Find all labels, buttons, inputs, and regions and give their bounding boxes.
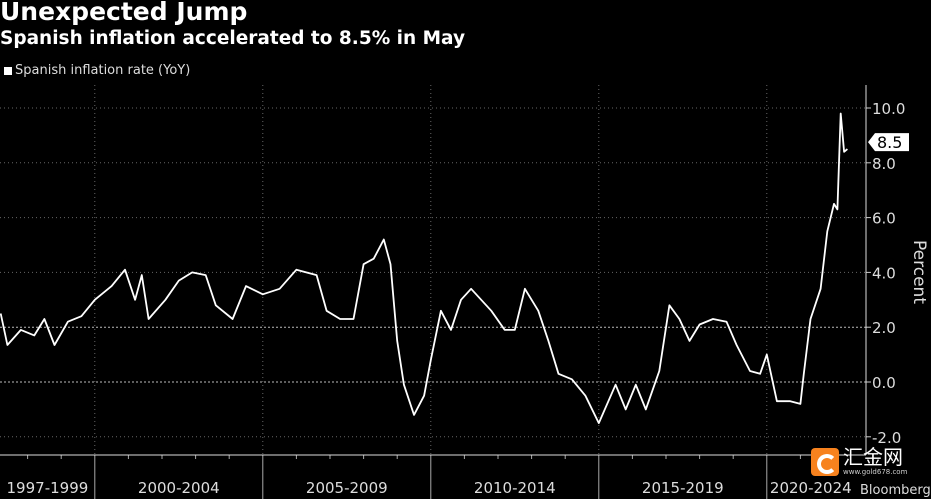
y-tick-label: 0.0 xyxy=(872,374,896,392)
chart-subtitle: Spanish inflation accelerated to 8.5% in… xyxy=(0,28,466,49)
y-tick-label: 2.0 xyxy=(872,319,896,337)
x-tick-label: 2020-2024 xyxy=(770,479,852,497)
legend-swatch xyxy=(4,66,12,75)
source-label: Bloomberg xyxy=(860,483,931,498)
watermark-name: 汇金网 xyxy=(843,445,903,469)
watermark: 汇金网 www.gold678.com xyxy=(811,447,907,476)
x-tick-label: 2000-2004 xyxy=(138,479,220,497)
last-value-marker xyxy=(868,133,909,152)
watermark-logo-icon xyxy=(811,447,839,476)
y-tick-label: 6.0 xyxy=(872,210,896,228)
x-tick-label: 2015-2019 xyxy=(642,479,724,497)
y-tick-label: 8.0 xyxy=(872,155,896,173)
y-tick-label: 10.0 xyxy=(872,100,905,118)
y-tick-label: -2.0 xyxy=(872,429,901,447)
last-value-label: 8.5 xyxy=(877,133,902,152)
x-tick-label: 1997-1999 xyxy=(7,479,89,497)
x-tick-label: 2005-2009 xyxy=(306,479,388,497)
y-tick-label: 4.0 xyxy=(872,264,896,282)
chart-title: Unexpected Jump xyxy=(0,0,248,26)
x-tick-label: 2010-2014 xyxy=(474,479,556,497)
series-line xyxy=(0,112,848,424)
y-axis-label: Percent xyxy=(909,240,929,304)
legend-label: Spanish inflation rate (YoY) xyxy=(15,63,191,78)
watermark-url: www.gold678.com xyxy=(843,468,908,476)
legend: Spanish inflation rate (YoY) xyxy=(4,63,190,78)
